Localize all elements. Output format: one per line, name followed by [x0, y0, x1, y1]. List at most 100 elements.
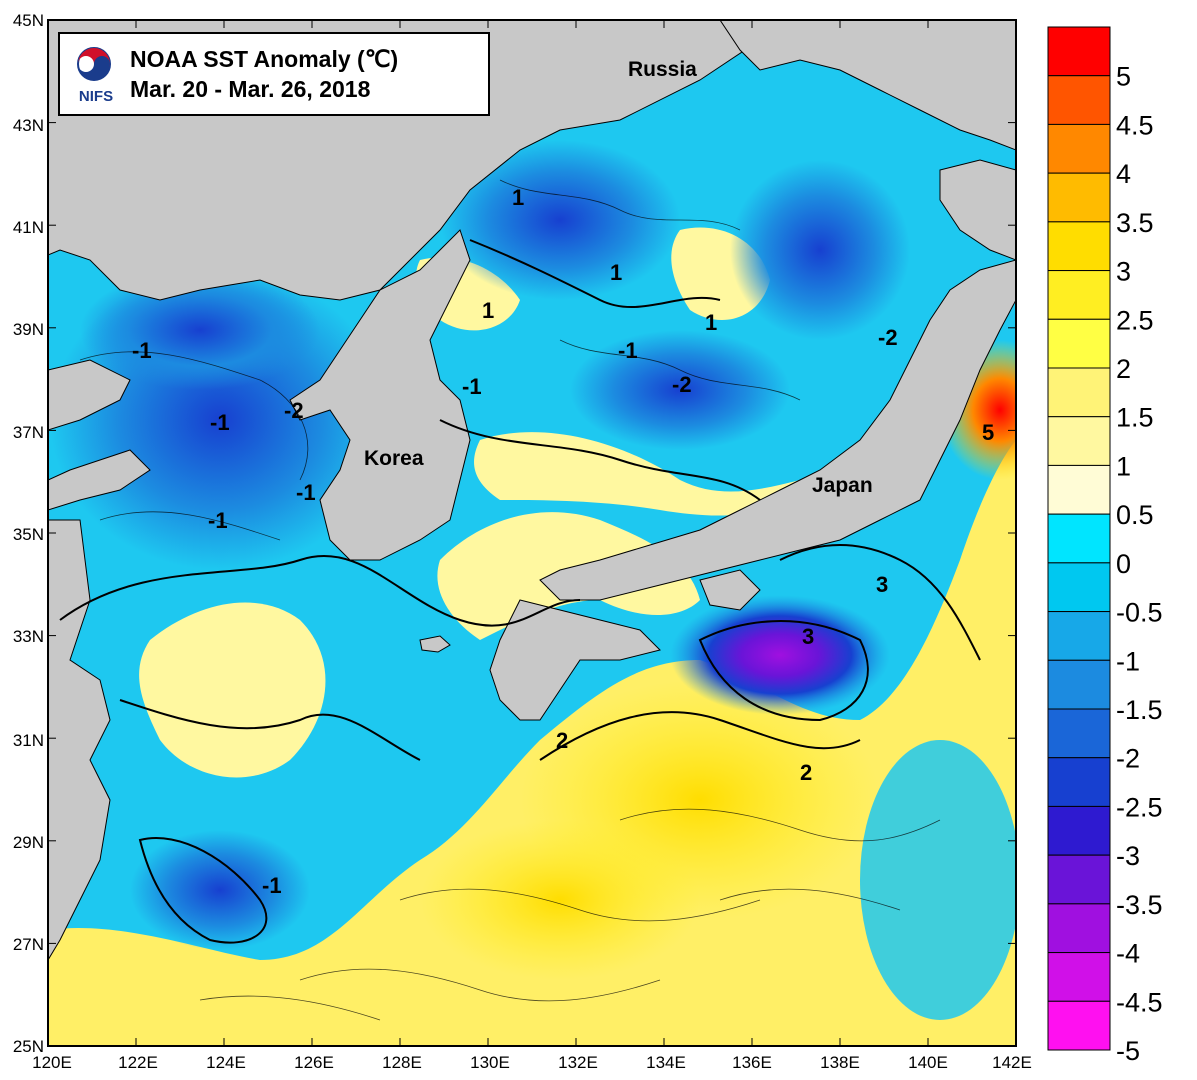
colorbar-swatch — [1047, 513, 1111, 564]
land-japan-honshu — [539, 259, 1016, 601]
lon-label: 132E — [558, 1053, 598, 1072]
colorbar-label: 2.5 — [1116, 305, 1154, 335]
land-korea — [289, 229, 471, 561]
colorbar-label: -3.5 — [1116, 890, 1163, 920]
land-china-east — [48, 519, 111, 961]
colorbar-swatch — [1047, 221, 1111, 272]
contour-labels: 1 -1 1 -1 -1 -2 -1 -1 -2 -1 1 1 -2 -1 5 … — [132, 185, 994, 898]
colorbar-swatch — [1047, 952, 1111, 1002]
contour-label: 2 — [800, 760, 812, 785]
colorbar-label: -4 — [1116, 939, 1140, 969]
contour-label: -1 — [462, 374, 482, 399]
lat-label: 45N — [13, 11, 44, 30]
contour-label: 1 — [610, 260, 622, 285]
contour-label: -2 — [672, 372, 692, 397]
contour-label: 3 — [876, 572, 888, 597]
lat-label: 33N — [13, 627, 44, 646]
colorbar-label: -2 — [1116, 744, 1140, 774]
contour-label: -1 — [208, 508, 228, 533]
colorbar-label: -4.5 — [1116, 987, 1163, 1017]
colorbar-swatch — [1047, 172, 1111, 223]
nifs-taeguk-logo-icon: NIFS — [70, 44, 118, 108]
colorbar-legend: 5 4.5 4 3.5 3 2.5 2 1.5 1 0.5 0 -0.5 -1 -1.5 -2 -2.5 -3 -… — [1047, 26, 1163, 1066]
contour-lines-thin — [79, 179, 941, 1021]
colorbar-swatch — [1047, 805, 1111, 856]
lon-label: 124E — [206, 1053, 246, 1072]
colorbar-swatch — [1047, 26, 1111, 77]
lat-label: 37N — [13, 423, 44, 442]
colorbar-swatch — [1047, 367, 1111, 418]
colorbar-swatch — [1047, 562, 1111, 613]
lon-label: 140E — [908, 1053, 948, 1072]
colorbar-swatch — [1047, 123, 1111, 174]
map-date-range: Mar. 20 - Mar. 26, 2018 — [130, 76, 371, 102]
colorbar-label: 0 — [1116, 549, 1131, 579]
contour-label: 2 — [556, 728, 568, 753]
lat-label: 27N — [13, 935, 44, 954]
cold-east-sea-central — [570, 330, 790, 450]
lon-label: 130E — [470, 1053, 510, 1072]
colorbar-label: -3 — [1116, 841, 1140, 871]
lon-label: 120E — [32, 1053, 72, 1072]
lat-label: 39N — [13, 320, 44, 339]
colorbar-label: -0.5 — [1116, 598, 1163, 628]
colorbar-label: 5 — [1116, 62, 1131, 92]
contour-label: -2 — [284, 398, 304, 423]
lon-label: 134E — [646, 1053, 686, 1072]
place-label-japan: Japan — [812, 474, 873, 497]
place-label-russia: Russia — [628, 58, 697, 81]
cold-eddy-south-japan — [670, 595, 890, 715]
logo-text: NIFS — [78, 88, 114, 105]
contour-label: 5 — [982, 420, 994, 445]
contour-label: -1 — [210, 410, 230, 435]
land-japan-kii — [699, 569, 761, 611]
cold-east-sea-ne — [730, 160, 910, 340]
lon-label: 126E — [294, 1053, 334, 1072]
contour-label: -2 — [878, 325, 898, 350]
lat-label: 31N — [13, 731, 44, 750]
cold-east-china-sea — [130, 830, 310, 950]
contour-label: 1 — [482, 298, 494, 323]
land-jeju — [419, 635, 451, 653]
axis-ticks — [47, 19, 1017, 1047]
colorbar-label: 3.5 — [1116, 208, 1154, 238]
lon-label: 142E — [992, 1053, 1032, 1072]
colorbar-label: 3 — [1116, 257, 1131, 287]
map-title: NOAA SST Anomaly (℃) — [130, 46, 399, 72]
lat-label: 43N — [13, 116, 44, 135]
colorbar-label: -1.5 — [1116, 695, 1163, 725]
lon-label: 136E — [732, 1053, 772, 1072]
plot-area: 1 -1 1 -1 -1 -2 -1 -1 -2 -1 1 1 -2 -1 5 … — [48, 20, 1016, 1046]
colorbar-swatch — [1047, 416, 1111, 466]
contour-label: -1 — [296, 480, 316, 505]
warm-core-south — [420, 820, 700, 980]
land-liaodong — [48, 359, 131, 431]
colorbar-swatch — [1047, 318, 1111, 369]
lat-label: 29N — [13, 833, 44, 852]
cold-pacific-east — [860, 740, 1016, 1020]
lat-label: 41N — [13, 218, 44, 237]
colorbar-label: 1.5 — [1116, 403, 1154, 433]
warm-water-east-sea — [474, 432, 800, 516]
colorbar-swatch — [1047, 464, 1111, 515]
contour-label: -1 — [262, 873, 282, 898]
warm-water-west — [139, 602, 326, 778]
lat-axis-labels: 45N 43N 41N 39N 37N 35N 33N 31N 29N 27N … — [13, 11, 44, 1056]
title-box: NIFS NOAA SST Anomaly (℃) Mar. 20 - Mar.… — [58, 32, 490, 116]
cold-bohai — [80, 270, 320, 390]
land-japan-shikoku-kyushu — [489, 599, 661, 721]
contour-label: -1 — [132, 338, 152, 363]
colorbar-swatch — [1047, 757, 1111, 807]
colorbar-label: 0.5 — [1116, 500, 1154, 530]
colorbar-swatch — [1047, 708, 1111, 759]
colorbar-swatch — [1047, 854, 1111, 905]
colorbar-swatch — [1047, 611, 1111, 661]
colorbar-label: 2 — [1116, 354, 1131, 384]
contour-label: 1 — [705, 310, 717, 335]
colorbar-swatch — [1047, 903, 1111, 954]
colorbar-swatch — [1047, 1000, 1111, 1051]
colorbar-label: -2.5 — [1116, 792, 1163, 822]
land-hokkaido — [939, 159, 1016, 261]
